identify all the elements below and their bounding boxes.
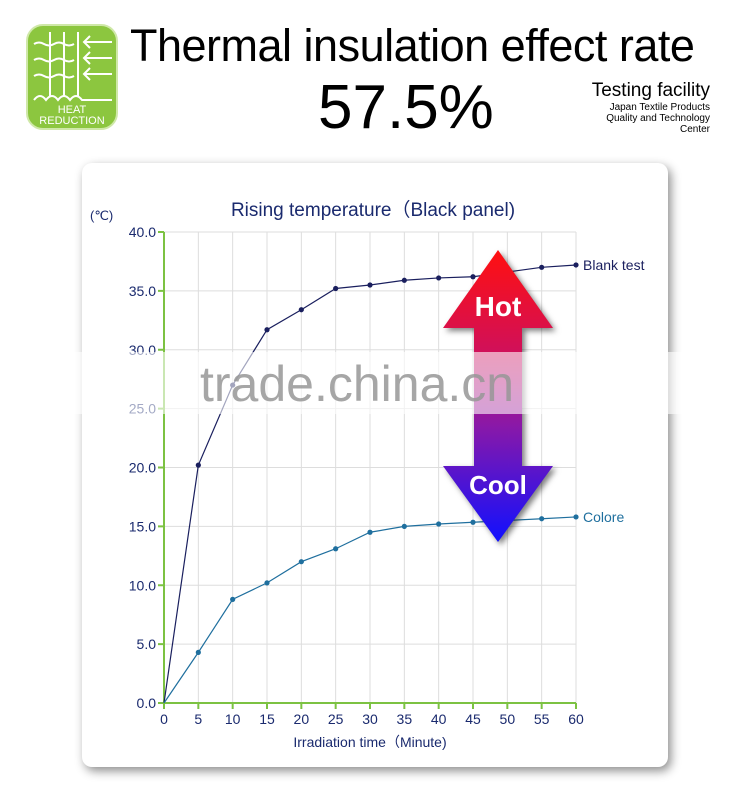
x-tick-label: 60 [568,711,584,727]
data-point [298,307,304,313]
watermark-band [0,352,750,414]
y-tick-label: 0.0 [137,695,157,711]
facility-line: Japan Textile Products [609,102,710,113]
data-point [539,264,545,270]
data-point [264,580,270,586]
svg-text:REDUCTION: REDUCTION [39,115,104,127]
data-point [470,519,476,525]
data-point [436,521,442,527]
x-tick-label: 25 [328,711,344,727]
series-label: Blank test [583,257,645,273]
data-point [195,462,201,468]
data-point [333,546,339,552]
x-tick-label: 45 [465,711,481,727]
hot-label: Hot [475,291,522,322]
data-point [367,529,373,535]
x-tick-label: 50 [500,711,516,727]
effect-rate-value: 57.5% [318,73,494,142]
data-point [333,285,339,292]
page-title: Thermal insulation effect rate [130,20,695,71]
x-tick-label: 35 [397,711,413,727]
x-tick-label: 30 [362,711,378,727]
data-point [539,516,545,522]
data-point [470,274,476,280]
y-tick-label: 5.0 [137,636,157,652]
y-tick-label: 35.0 [129,283,156,299]
x-tick-label: 20 [294,711,310,727]
x-tick-label: 10 [225,711,241,727]
y-tick-label: 10.0 [129,577,156,593]
series-label: Colore [583,509,624,525]
data-point [298,559,304,565]
facility-line: Center [679,124,710,135]
x-tick-label: 5 [194,711,202,727]
x-axis-label: Irradiation time（Minute) [293,734,446,750]
y-tick-label: 40.0 [129,224,156,240]
data-point [401,277,407,283]
data-point [367,282,373,288]
svg-text:HEAT: HEAT [58,104,87,116]
data-point [436,275,442,281]
chart-card [82,163,668,767]
y-tick-label: 20.0 [129,460,156,476]
x-tick-label: 0 [160,711,168,727]
facility-heading: Testing facility [591,80,710,101]
watermark: trade.china.cn [200,356,515,412]
data-point [195,649,201,655]
chart-title: Rising temperature（Black panel) [231,199,515,221]
y-axis-unit: (℃) [90,208,113,223]
y-tick-label: 15.0 [129,518,156,534]
data-point [573,514,579,520]
heat-reduction-logo: HEAT REDUCTION [26,24,118,130]
data-point [401,523,407,529]
facility-line: Quality and Technology [606,113,710,124]
x-tick-label: 55 [534,711,550,727]
data-point [230,596,236,602]
testing-facility: Testing facility Japan Textile Products … [592,80,710,135]
cool-label: Cool [469,470,527,500]
data-point [573,262,579,268]
data-point [264,327,270,333]
x-tick-label: 15 [259,711,275,727]
x-tick-label: 40 [431,711,447,727]
